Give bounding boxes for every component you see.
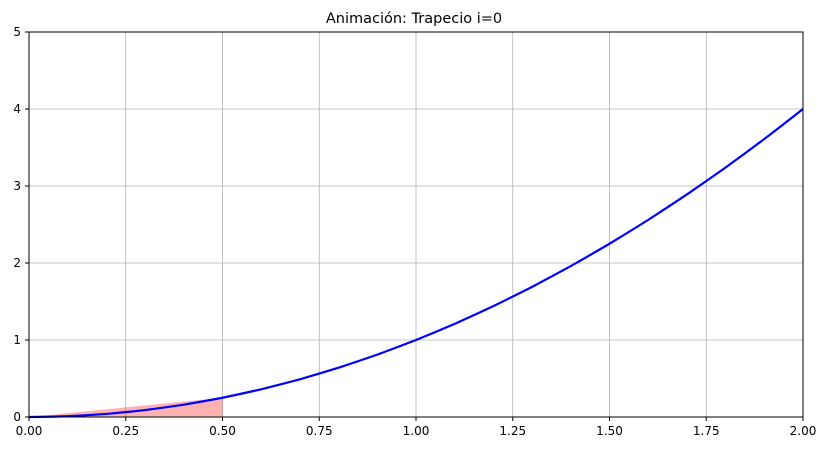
chart-title: Animación: Trapecio i=0 xyxy=(326,11,502,27)
x-tick-label: 1.50 xyxy=(596,424,623,438)
trapezoid-layer xyxy=(29,397,223,417)
curve-layer xyxy=(28,108,804,419)
axis-ticks: 0.00 0.25 0.50 0.75 1.00 1.25 1.50 1.75 2.00 0 1 2 3… xyxy=(13,25,816,438)
function-curve xyxy=(28,108,804,419)
x-tick-label: 2.00 xyxy=(790,424,817,438)
x-tick-label: 1.75 xyxy=(693,424,720,438)
y-tick-label: 2 xyxy=(13,256,21,270)
x-tick-label: 0.00 xyxy=(16,424,43,438)
x-tick-label: 0.25 xyxy=(112,424,139,438)
y-tick-label: 3 xyxy=(13,179,21,193)
y-tick-label: 1 xyxy=(13,333,21,347)
x-tick-label: 0.50 xyxy=(209,424,236,438)
grid xyxy=(28,31,804,418)
y-tick-label: 5 xyxy=(13,25,21,39)
x-tick-label: 1.25 xyxy=(499,424,526,438)
trapezoid-area xyxy=(29,397,223,417)
x-tick-label: 0.75 xyxy=(306,424,333,438)
y-tick-label: 0 xyxy=(13,410,21,424)
y-tick-label: 4 xyxy=(13,102,21,116)
x-tick-label: 1.00 xyxy=(403,424,430,438)
